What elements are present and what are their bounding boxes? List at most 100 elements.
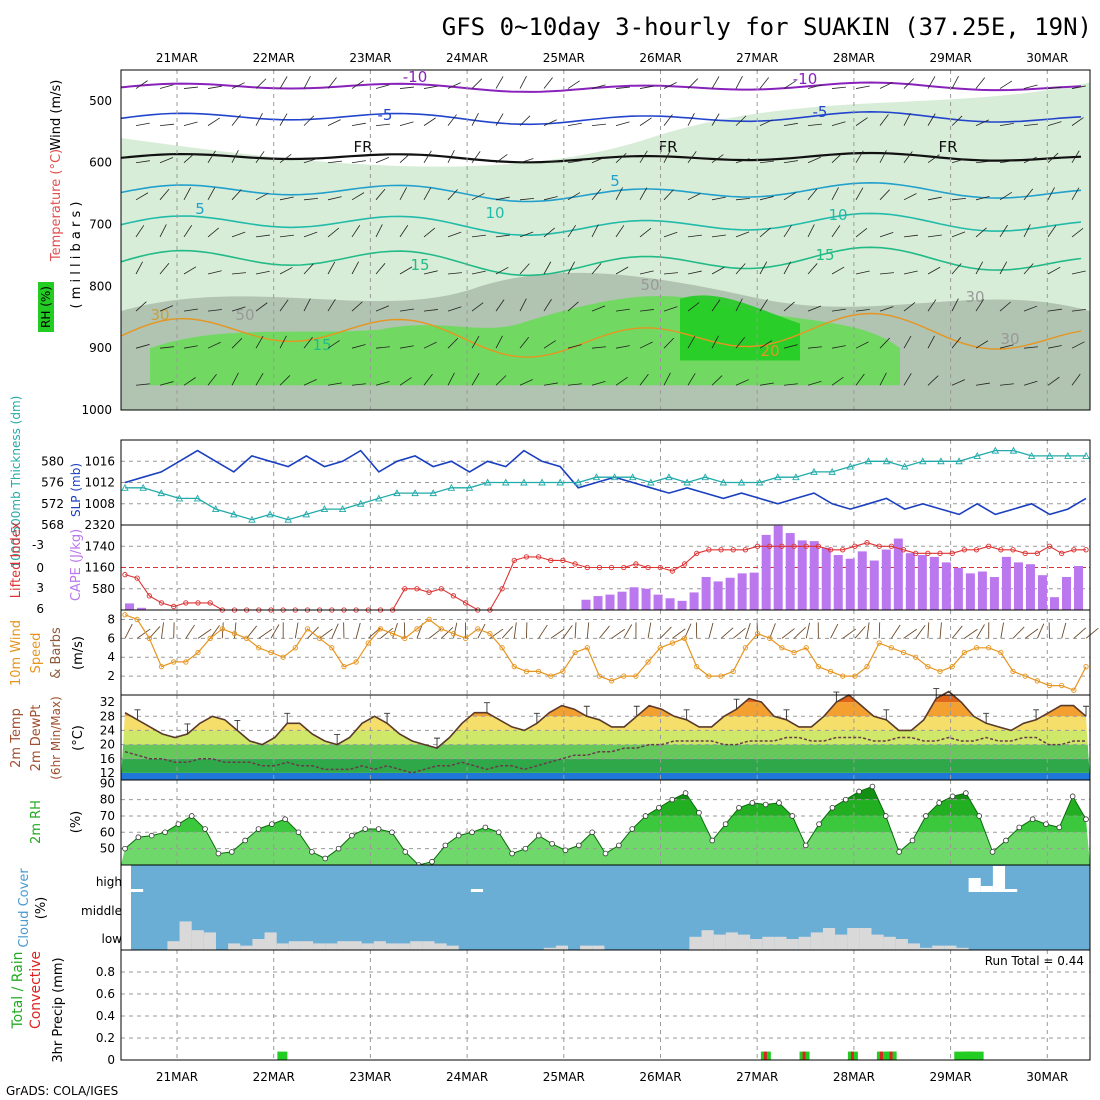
thickness-point [665, 473, 673, 481]
wind-barb [447, 231, 462, 238]
thickness-point [375, 494, 383, 502]
wind-barb [351, 192, 365, 201]
wind-speed-point [231, 630, 238, 637]
thickness-point [755, 478, 764, 486]
temp-band [121, 702, 1090, 717]
lifted-index-point [207, 600, 213, 606]
wind-barb [327, 77, 337, 89]
cloud-high-bar-body [992, 866, 1006, 892]
wind-barb [135, 344, 150, 349]
cape-bar [1061, 577, 1071, 610]
rh-point [762, 801, 769, 808]
wind-speed-point [803, 645, 809, 651]
wind-barb [231, 150, 239, 163]
wind-barb [543, 340, 556, 349]
precip-convective-bar [889, 1051, 893, 1060]
precip-convective-bar [850, 1051, 854, 1060]
cloud-low-bar [798, 936, 811, 950]
wind-barb [999, 122, 1014, 127]
wind-speed-point [377, 626, 384, 632]
cloud-low-bar [592, 945, 605, 950]
contour-label: 20 [760, 342, 779, 360]
thickness-point [465, 483, 474, 491]
wind-barb [519, 158, 534, 164]
wind-barb [639, 150, 648, 163]
wind-barb [951, 379, 965, 386]
cape-bar [953, 567, 963, 610]
wind-barb [207, 227, 220, 238]
wind-speed-point [742, 645, 749, 651]
temp-tick: 20 [100, 738, 115, 752]
wind-barb [519, 336, 529, 349]
cape-bar [1049, 597, 1059, 610]
rh-tick: 50 [100, 842, 115, 856]
cloud-low-bar [288, 941, 301, 950]
wind-barb [855, 373, 865, 386]
thickness-point [230, 510, 238, 518]
cloud-low-bar [252, 939, 265, 950]
wind-barb [951, 158, 966, 164]
wind-barb [543, 160, 558, 164]
wind-barb [999, 192, 1013, 201]
wind-barb [423, 150, 432, 163]
wind-barb [855, 85, 870, 89]
wind-barb [951, 115, 963, 126]
thickness-line [125, 449, 1086, 521]
bottom-date-label: 25MAR [543, 1070, 585, 1084]
wind-speed-point [268, 649, 274, 656]
contour-label: 10 [828, 206, 847, 224]
rh-point [269, 821, 275, 827]
wind-speed-point [280, 654, 286, 660]
wind-speed-point [840, 673, 846, 679]
rh-point [148, 832, 155, 839]
contour-label: -10 [403, 68, 428, 86]
pressure-tick: 500 [89, 94, 112, 108]
wind-speed-point [487, 630, 493, 637]
rh-point [896, 849, 902, 855]
wind-barb [495, 266, 509, 275]
wind-barb [303, 231, 318, 238]
cloud-axis-label: Cloud Cover [17, 868, 32, 948]
rh-point [949, 793, 956, 800]
wind-barb [759, 227, 771, 238]
wind-speed-point [171, 659, 177, 665]
contour-label: 50 [235, 306, 254, 324]
wind-barb [351, 160, 366, 164]
lifted-index-point [998, 547, 1004, 553]
wind-barb [543, 77, 553, 89]
wind-barb [423, 117, 436, 126]
wind-barb [207, 270, 222, 275]
cape-bar [881, 549, 891, 610]
wind-speed-point [949, 664, 955, 670]
temperature-axis-label: Temperature (°C) [49, 149, 64, 262]
thickness-axis-label: 1000-500mb Thickness (dm) [9, 396, 23, 569]
lifted-index-point [1022, 550, 1028, 556]
cloud-low-bar [774, 936, 787, 950]
wind-barb-10m [270, 624, 280, 639]
wind-barb [423, 227, 436, 238]
precip-frame [120, 949, 1091, 1061]
wind-barb [903, 302, 916, 312]
wind-barb-10m [1000, 622, 1004, 639]
lifted-index-point [608, 564, 615, 571]
rh-point [202, 826, 208, 832]
cloud-low-bar [179, 921, 192, 950]
wind-barb [783, 261, 792, 275]
wind-barb-10m [355, 622, 361, 639]
cloud-low-bar [555, 945, 569, 950]
bottom-date-label: 21MAR [156, 1070, 198, 1084]
slp-thickness-panel: 568 572 576 580 1008 1012 1016 1000-500mb Thick… [9, 396, 1091, 569]
thickness-point [302, 510, 311, 518]
wind-barb [687, 373, 696, 386]
wind-barb [423, 85, 438, 89]
wind-barb [447, 114, 457, 126]
cloud-low-bar [713, 934, 726, 950]
wind-barb [279, 375, 291, 386]
rh-point [482, 824, 489, 831]
wind-barb-10m [331, 623, 339, 639]
precip-total-bar [973, 1051, 984, 1060]
temp-minmax-bar [783, 709, 790, 720]
wind-barb [735, 158, 750, 164]
slp-line [124, 449, 1087, 516]
contour-minus10 [120, 81, 1082, 93]
